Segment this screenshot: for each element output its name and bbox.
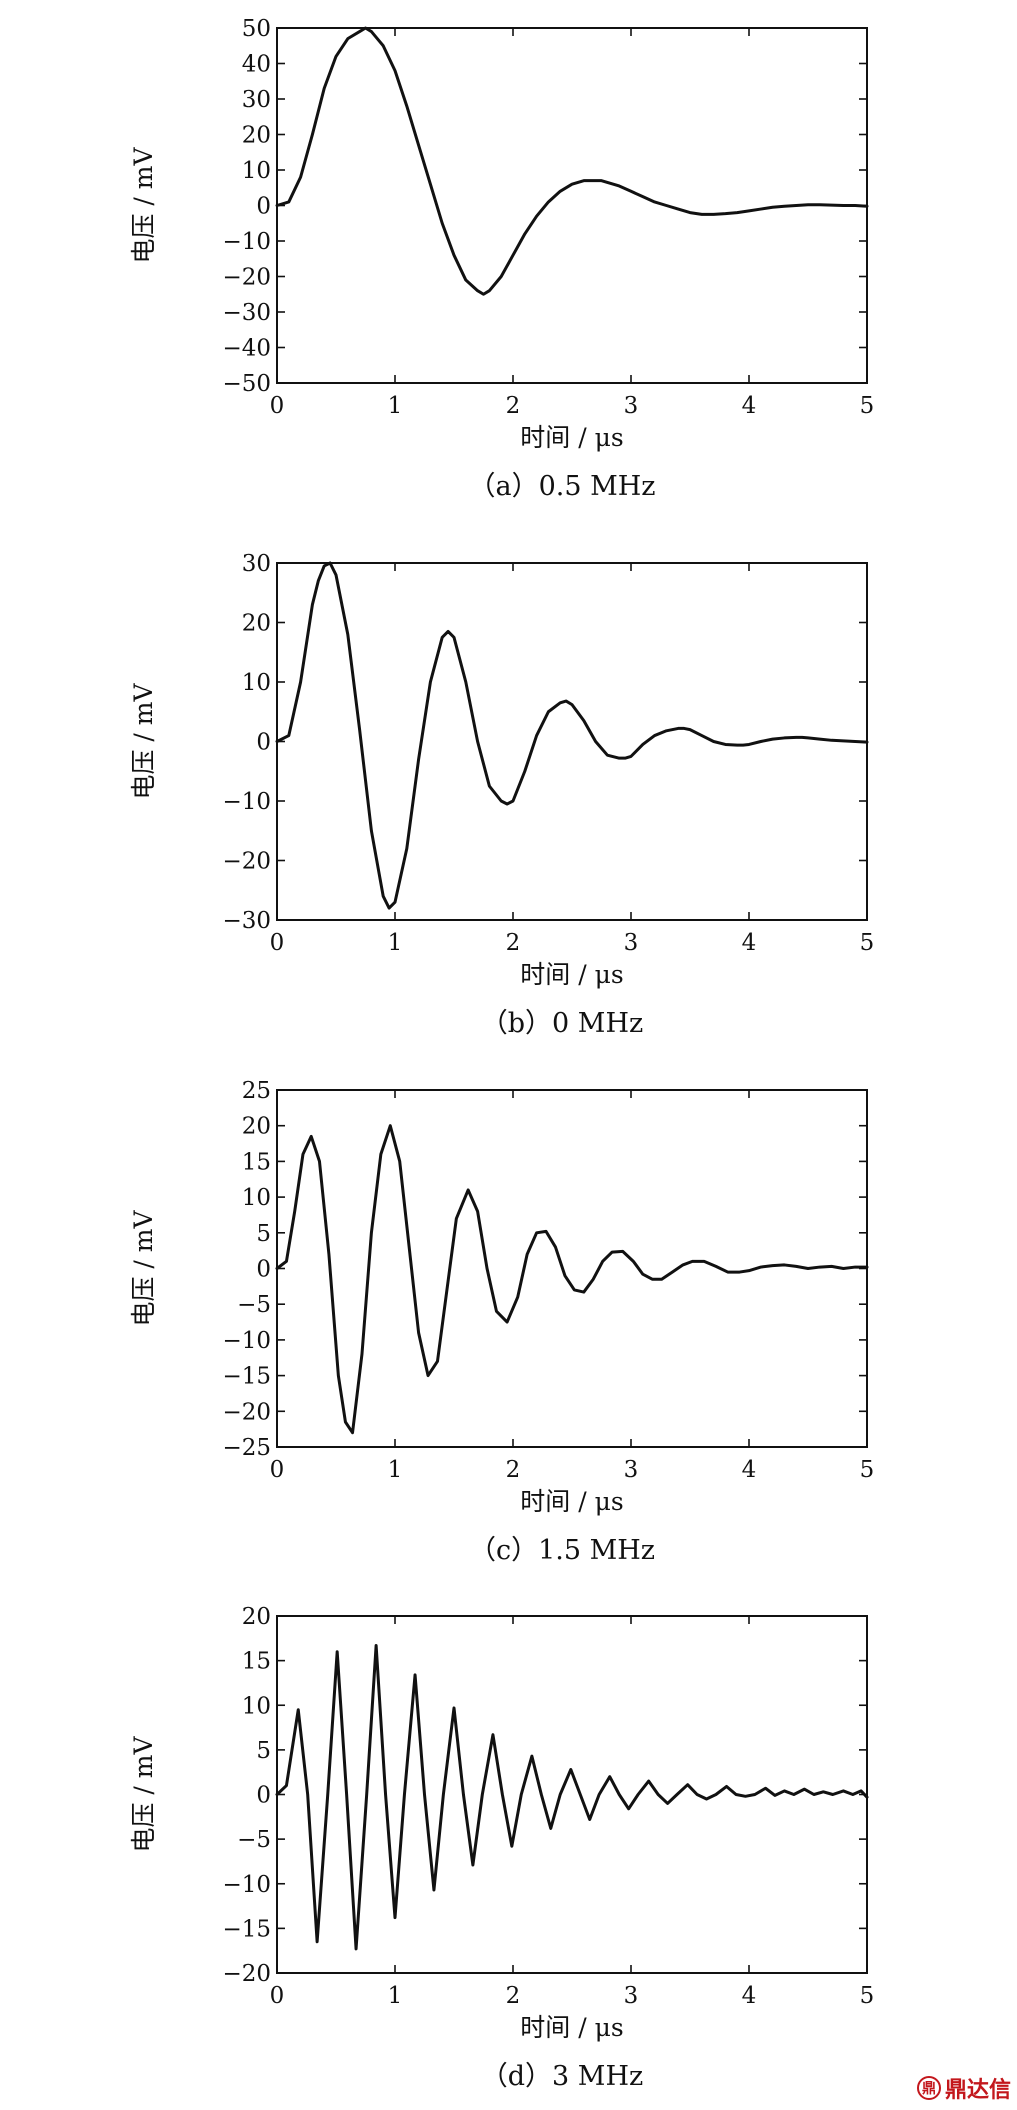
y-tick-label: −30 [222,908,271,934]
series-line [275,1643,869,1951]
y-tick-label: −10 [222,1328,271,1354]
y-tick-label: 0 [256,730,271,756]
x-tick-label: 3 [624,393,639,419]
x-axis-label: 时间 / μs [520,423,623,452]
y-tick-label: −50 [222,371,271,397]
y-tick-label: −30 [222,300,271,326]
y-tick-label: −5 [237,1292,271,1318]
y-tick-label: −20 [222,849,271,875]
x-tick-label: 5 [860,393,875,419]
series-line [275,26,869,296]
y-tick-label: 30 [242,87,271,113]
chart-caption: （c）1.5 MHz [469,1535,655,1566]
watermark-text: 鼎达信 [944,2078,1011,2103]
y-tick-label: 25 [242,1078,271,1104]
x-tick-label: 5 [860,1983,875,2009]
x-tick-label: 3 [624,930,639,956]
y-tick-label: 20 [242,1114,271,1140]
x-tick-label: 0 [270,393,285,419]
series-line [275,561,869,910]
x-tick-label: 0 [270,1457,285,1483]
y-tick-label: 0 [256,1783,271,1809]
y-tick-label: 20 [242,123,271,149]
y-tick-label: 10 [242,1185,271,1211]
x-tick-label: 4 [742,1983,757,2009]
dingdaxin-logo-icon: 鼎 [916,2076,941,2100]
y-tick-label: −15 [222,1364,271,1390]
y-tick-label: −10 [222,1872,271,1898]
x-tick-label: 5 [860,930,875,956]
y-tick-label: 50 [242,16,271,42]
y-tick-label: 15 [242,1649,271,1675]
plot-frame [276,562,868,921]
y-tick-label: 40 [242,52,271,78]
y-tick-label: 30 [242,551,271,577]
x-tick-label: 1 [388,1457,403,1483]
x-tick-label: 4 [742,930,757,956]
y-tick-label: 0 [256,194,271,220]
x-tick-label: 0 [270,1983,285,2009]
x-tick-label: 3 [624,1457,639,1483]
y-tick-label: −5 [237,1827,271,1853]
x-axis-label: 时间 / μs [520,2013,623,2042]
y-tick-label: 10 [242,158,271,184]
x-tick-label: 0 [270,930,285,956]
x-tick-label: 4 [742,393,757,419]
x-tick-label: 1 [388,930,403,956]
y-tick-label: −25 [222,1435,271,1461]
y-tick-label: 5 [256,1221,271,1247]
y-tick-label: 15 [242,1149,271,1175]
y-tick-label: 10 [242,1693,271,1719]
y-tick-label: 20 [242,1604,271,1630]
chart-caption: （a）0.5 MHz [468,471,655,502]
y-axis-label: 电压 / mV [129,1736,158,1853]
series-line [275,1124,869,1435]
y-tick-label: −15 [222,1916,271,1942]
plot-frame [276,1089,868,1448]
y-axis-label: 电压 / mV [129,1210,158,1327]
watermark: 鼎 鼎达信 [916,2072,1011,2104]
y-tick-label: 0 [256,1257,271,1283]
x-tick-label: 2 [506,1983,521,2009]
chart-caption: （d）3 MHz [481,2061,643,2092]
x-tick-label: 1 [388,1983,403,2009]
x-tick-label: 2 [506,1457,521,1483]
x-tick-label: 2 [506,930,521,956]
y-tick-label: −20 [222,1961,271,1987]
y-tick-label: −40 [222,336,271,362]
y-tick-label: 10 [242,670,271,696]
x-tick-label: 4 [742,1457,757,1483]
x-tick-label: 5 [860,1457,875,1483]
y-axis-label: 电压 / mV [129,683,158,800]
y-tick-label: −20 [222,1399,271,1425]
x-tick-label: 3 [624,1983,639,2009]
y-axis-label: 电压 / mV [129,147,158,264]
x-axis-label: 时间 / μs [520,1487,623,1516]
x-tick-label: 1 [388,393,403,419]
chart-caption: （b）0 MHz [481,1008,643,1039]
y-tick-label: −20 [222,265,271,291]
y-tick-label: 20 [242,611,271,637]
x-tick-label: 2 [506,393,521,419]
y-tick-label: −10 [222,789,271,815]
y-tick-label: −10 [222,229,271,255]
y-tick-label: 5 [256,1738,271,1764]
x-axis-label: 时间 / μs [520,960,623,989]
